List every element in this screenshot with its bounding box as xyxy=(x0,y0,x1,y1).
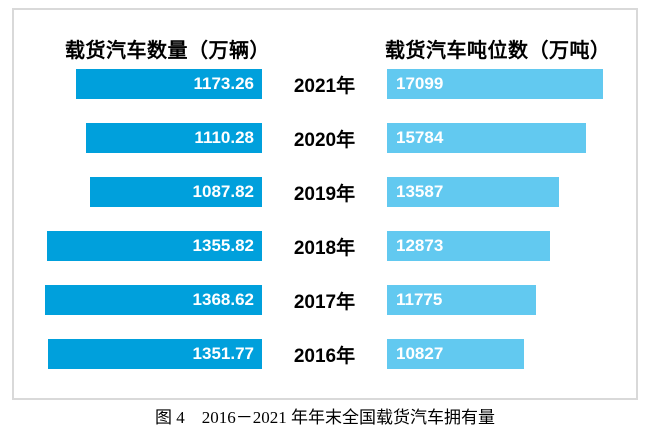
left-bar: 1351.77 xyxy=(48,339,262,369)
chart-row-2019: 1087.82 2019年 13587 xyxy=(14,177,636,207)
chart-row-2021: 1173.26 2021年 17099 xyxy=(14,69,636,99)
year-label: 2019年 xyxy=(293,183,356,205)
year-label: 2018年 xyxy=(293,237,356,259)
year-label: 2016年 xyxy=(293,345,356,367)
right-series-header: 载货汽车吨位数（万吨） xyxy=(385,40,611,62)
right-bar: 13587 xyxy=(387,177,559,207)
right-bar: 15784 xyxy=(387,123,586,153)
year-label: 2017年 xyxy=(293,291,356,313)
left-series-header: 载货汽车数量（万辆） xyxy=(65,40,270,62)
left-bar: 1110.28 xyxy=(86,123,262,153)
right-bar-value: 17099 xyxy=(396,74,444,93)
chart-row-2020: 1110.28 2020年 15784 xyxy=(14,123,636,153)
left-bar-value: 1087.82 xyxy=(192,182,254,201)
right-bar-value: 12873 xyxy=(396,236,444,255)
year-label: 2020年 xyxy=(293,129,356,151)
left-bar: 1368.62 xyxy=(45,285,262,315)
right-bar: 10827 xyxy=(387,339,524,369)
right-bar: 17099 xyxy=(387,69,603,99)
right-bar: 11775 xyxy=(387,285,536,315)
left-bar: 1173.26 xyxy=(76,69,262,99)
left-bar-value: 1355.82 xyxy=(192,236,254,255)
right-bar-value: 10827 xyxy=(396,344,444,363)
left-bar-value: 1173.26 xyxy=(193,74,254,93)
year-label: 2021年 xyxy=(293,75,356,97)
left-bar-value: 1351.77 xyxy=(192,344,254,363)
left-bar-value: 1110.28 xyxy=(194,128,254,147)
left-bar-value: 1368.62 xyxy=(192,290,254,309)
chart-row-2018: 1355.82 2018年 12873 xyxy=(14,231,636,261)
left-bar: 1087.82 xyxy=(90,177,262,207)
chart-row-2017: 1368.62 2017年 11775 xyxy=(14,285,636,315)
figure-caption: 图 4 2016－2021 年年末全国载货汽车拥有量 xyxy=(155,408,495,427)
right-bar: 12873 xyxy=(387,231,550,261)
right-bar-value: 11775 xyxy=(396,290,443,309)
chart-frame: 载货汽车数量（万辆） 载货汽车吨位数（万吨） 1173.26 2021年 17099… xyxy=(12,8,638,400)
right-bar-value: 13587 xyxy=(396,182,444,201)
left-bar: 1355.82 xyxy=(47,231,262,261)
chart-row-2016: 1351.77 2016年 10827 xyxy=(14,339,636,369)
right-bar-value: 15784 xyxy=(396,128,444,147)
